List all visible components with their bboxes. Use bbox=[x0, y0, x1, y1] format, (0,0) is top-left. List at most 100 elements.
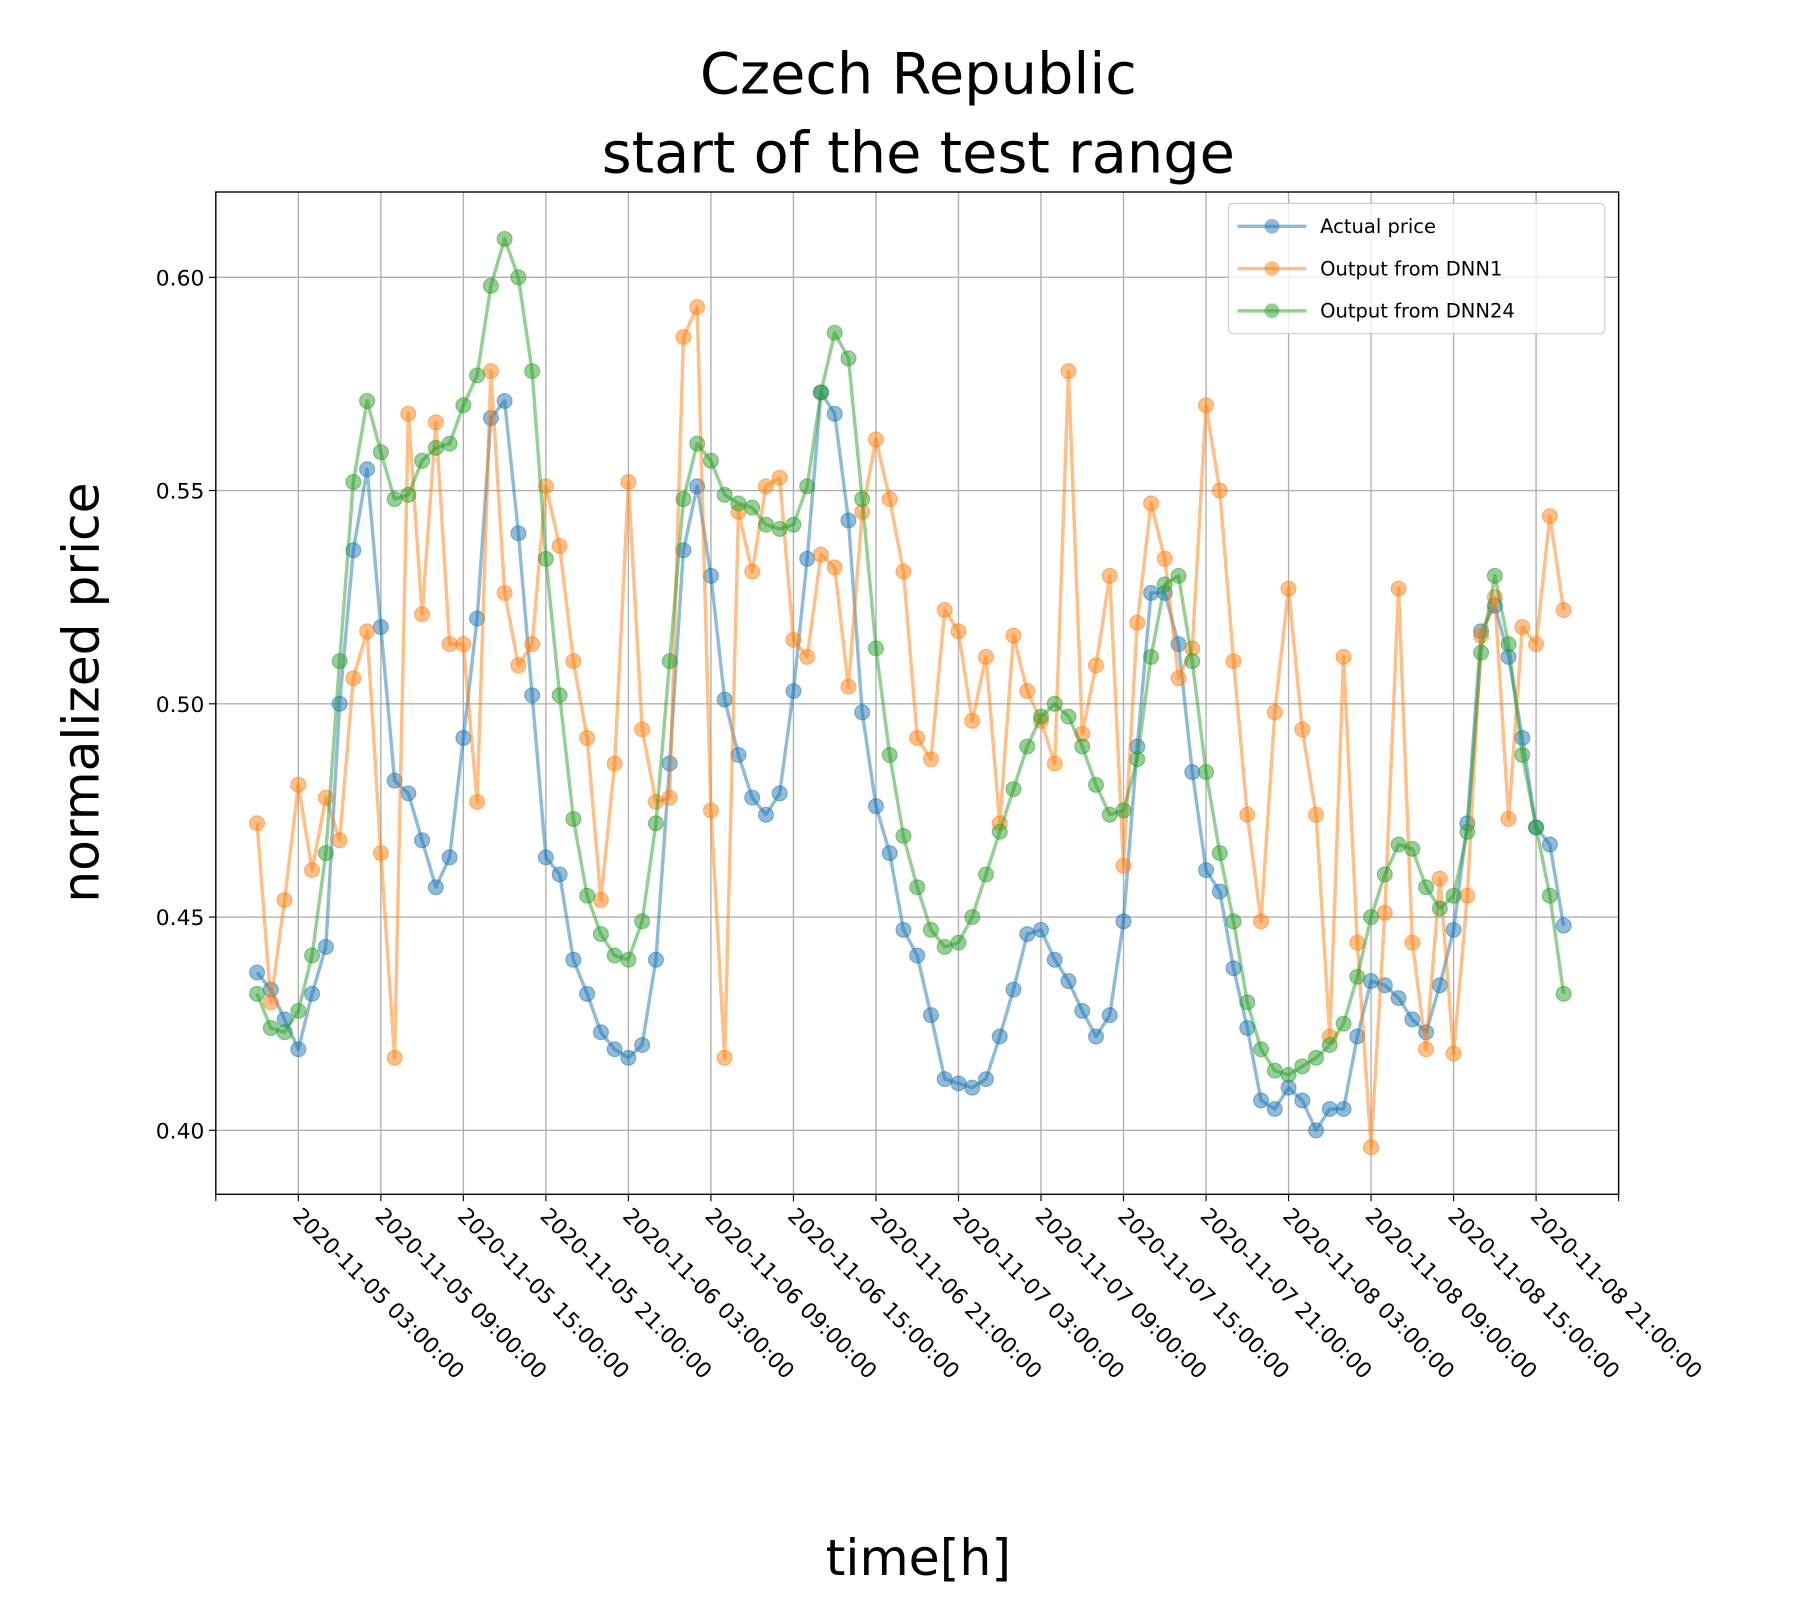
data-point bbox=[661, 789, 678, 806]
data-point bbox=[482, 277, 499, 294]
data-point bbox=[372, 444, 389, 461]
data-point bbox=[1363, 973, 1380, 990]
data-point bbox=[634, 913, 651, 930]
data-point bbox=[1500, 636, 1517, 653]
data-point bbox=[496, 392, 513, 409]
data-point bbox=[909, 729, 926, 746]
data-point bbox=[551, 537, 568, 554]
data-point bbox=[730, 495, 747, 512]
data-point bbox=[1197, 862, 1215, 879]
data-point bbox=[647, 815, 664, 832]
plot-frame bbox=[215, 191, 1620, 1195]
data-point bbox=[276, 1024, 293, 1041]
data-point bbox=[427, 879, 444, 896]
data-point bbox=[922, 1007, 940, 1024]
data-point bbox=[592, 1024, 609, 1041]
series-line bbox=[255, 390, 1566, 1133]
data-point bbox=[1239, 806, 1256, 823]
data-point bbox=[1404, 840, 1421, 857]
data-point bbox=[1087, 657, 1105, 674]
y-tick-label: 0.50 bbox=[156, 693, 205, 718]
data-point bbox=[1500, 810, 1517, 827]
data-point bbox=[689, 435, 706, 452]
data-point bbox=[1087, 1028, 1105, 1045]
data-point bbox=[1445, 887, 1462, 904]
data-point bbox=[1170, 567, 1187, 584]
data-point bbox=[414, 832, 431, 849]
grid bbox=[215, 192, 1620, 1195]
data-point bbox=[867, 798, 884, 815]
data-point bbox=[1142, 495, 1160, 512]
data-point bbox=[785, 516, 802, 533]
data-point bbox=[1253, 1041, 1270, 1058]
data-point bbox=[1390, 990, 1407, 1007]
data-point bbox=[991, 823, 1008, 840]
data-point bbox=[1459, 823, 1476, 840]
data-point bbox=[579, 729, 596, 746]
data-point bbox=[1115, 802, 1132, 819]
data-point bbox=[1335, 1015, 1352, 1032]
data-point bbox=[1555, 917, 1572, 934]
data-point bbox=[799, 648, 816, 665]
data-point bbox=[785, 683, 802, 700]
data-point bbox=[1431, 870, 1448, 887]
data-point bbox=[1431, 977, 1448, 994]
data-point bbox=[826, 405, 843, 422]
data-point bbox=[799, 550, 816, 567]
data-point bbox=[1514, 746, 1531, 763]
data-point bbox=[290, 1041, 307, 1058]
data-point bbox=[1445, 1045, 1462, 1062]
data-point bbox=[785, 631, 802, 648]
data-point bbox=[936, 938, 953, 955]
series-line bbox=[255, 305, 1566, 1150]
data-point bbox=[1046, 695, 1063, 712]
data-point bbox=[1197, 764, 1215, 781]
data-point bbox=[262, 1019, 279, 1036]
data-point bbox=[1156, 576, 1173, 593]
legend-label: Output from DNN24 bbox=[1320, 300, 1515, 323]
data-point bbox=[1541, 887, 1558, 904]
data-point bbox=[840, 512, 857, 529]
data-point bbox=[469, 793, 486, 810]
data-point bbox=[964, 1079, 981, 1096]
y-tick-label: 0.45 bbox=[156, 906, 205, 931]
data-point bbox=[579, 887, 596, 904]
legend-marker bbox=[1264, 218, 1280, 234]
data-point bbox=[950, 1075, 967, 1092]
data-point bbox=[469, 367, 486, 384]
data-point bbox=[579, 985, 596, 1002]
data-point bbox=[1087, 776, 1105, 793]
data-point bbox=[826, 324, 843, 341]
y-tick-label: 0.60 bbox=[156, 266, 205, 291]
data-point bbox=[331, 695, 348, 712]
series-1 bbox=[249, 384, 1572, 1139]
data-point bbox=[950, 934, 967, 951]
data-point bbox=[455, 729, 472, 746]
data-point bbox=[1156, 550, 1173, 567]
data-point bbox=[441, 849, 458, 866]
data-point bbox=[510, 525, 527, 542]
data-point bbox=[345, 670, 362, 687]
data-point bbox=[372, 619, 389, 636]
data-point bbox=[1294, 1092, 1311, 1109]
data-point bbox=[1184, 653, 1201, 670]
data-point bbox=[812, 546, 829, 563]
data-point bbox=[565, 810, 582, 827]
data-point bbox=[1390, 836, 1407, 853]
data-point bbox=[1308, 806, 1325, 823]
data-point bbox=[716, 691, 733, 708]
data-point bbox=[496, 584, 513, 601]
data-point bbox=[867, 431, 884, 448]
data-point bbox=[537, 849, 554, 866]
data-point bbox=[1486, 567, 1503, 584]
data-point bbox=[606, 755, 623, 772]
data-point bbox=[1404, 1011, 1421, 1028]
data-point bbox=[455, 636, 472, 653]
data-point bbox=[441, 636, 458, 653]
data-point bbox=[771, 520, 788, 537]
data-point bbox=[881, 746, 898, 763]
data-point bbox=[1514, 619, 1531, 636]
legend-label: Output from DNN1 bbox=[1320, 257, 1502, 280]
data-point bbox=[1142, 584, 1160, 601]
